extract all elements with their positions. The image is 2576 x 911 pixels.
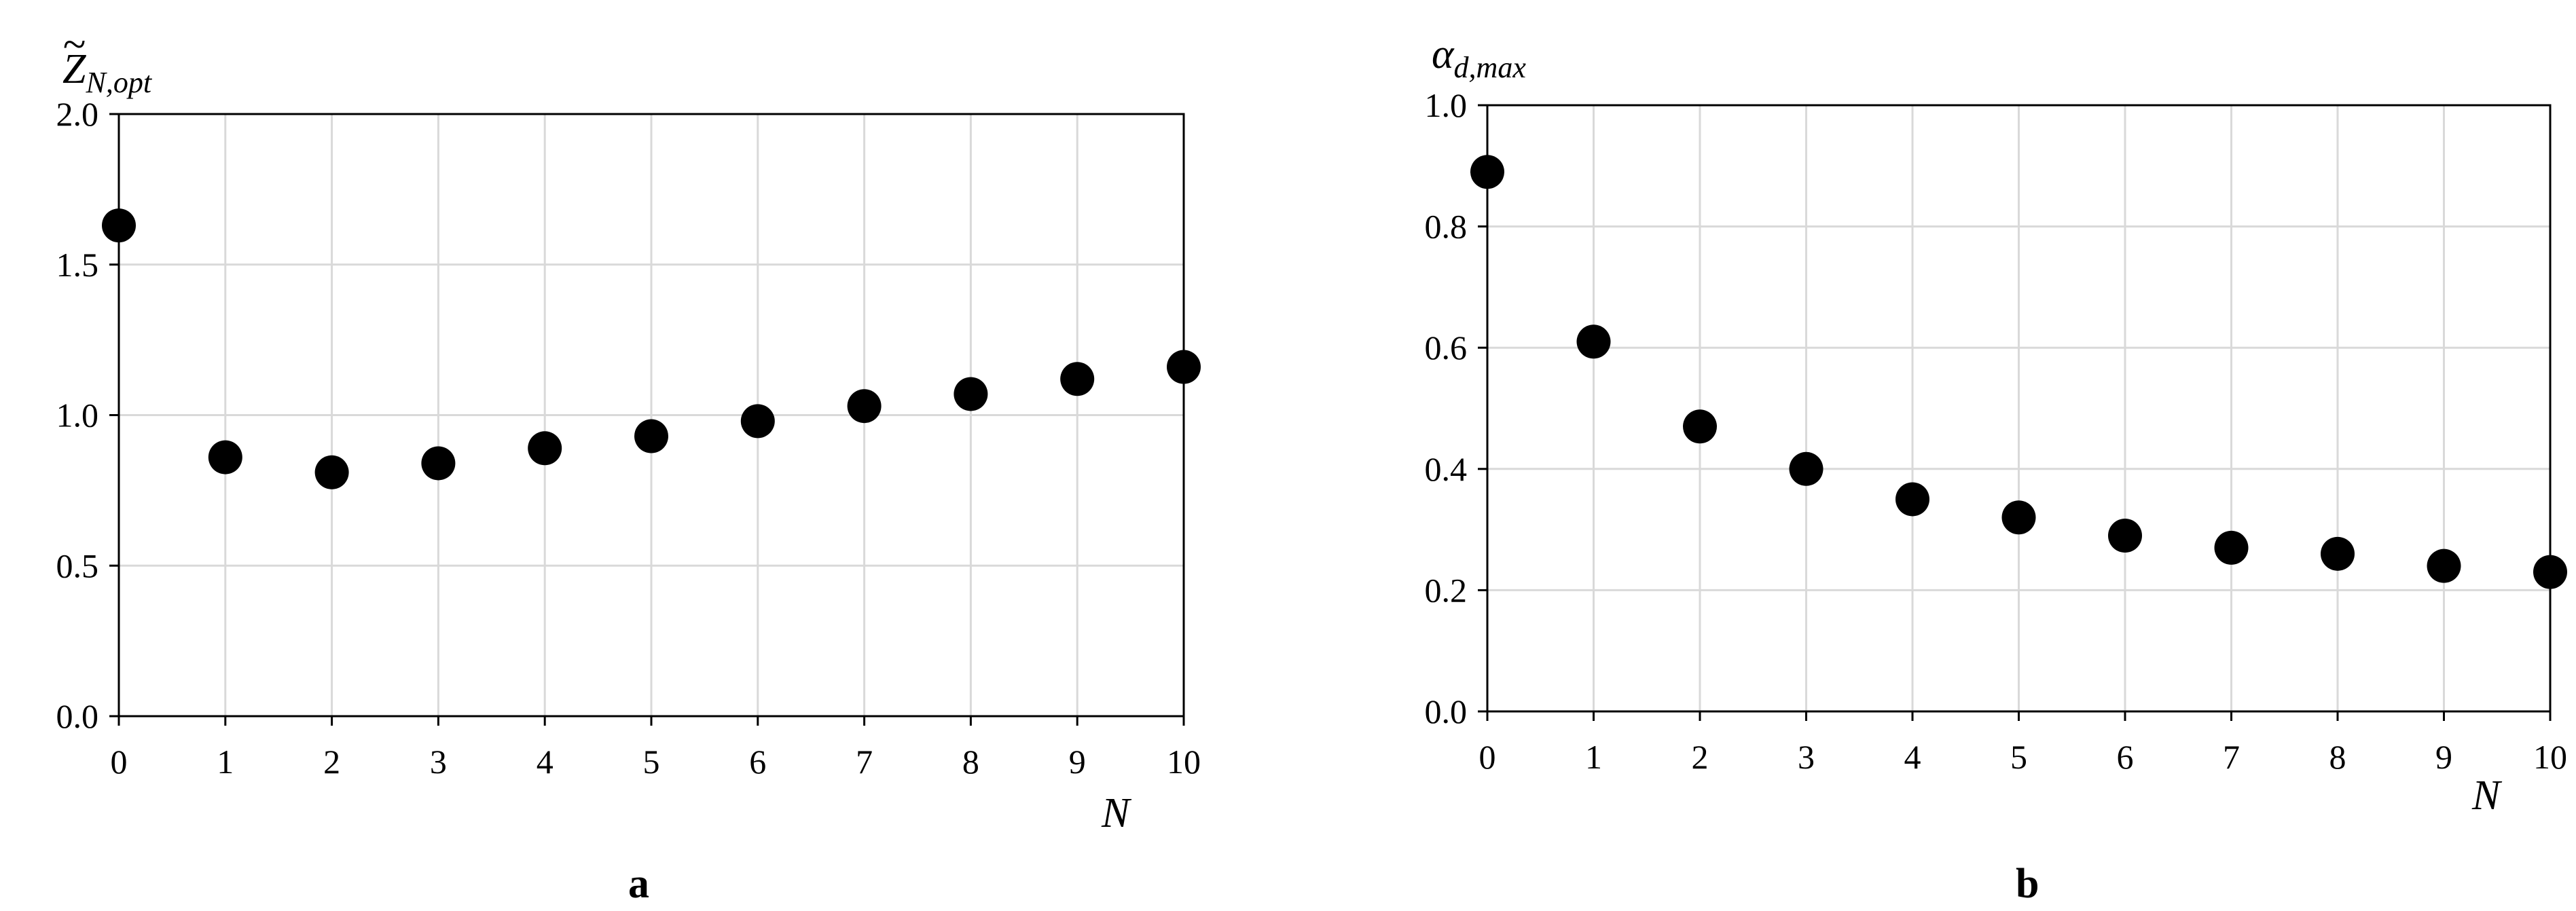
data-point-a-9: [1060, 362, 1095, 396]
data-point-b-7: [2214, 530, 2249, 565]
grid-a: [119, 114, 1184, 716]
x-tick-label-b-9: 9: [2435, 738, 2452, 776]
x-tick-label-b-0: 0: [1479, 738, 1496, 776]
y-axis-title-b-subscript: d,max: [1454, 51, 1527, 84]
y-tick-label-b-1: 0.2: [1425, 571, 1468, 609]
x-tick-label-a-9: 9: [1069, 743, 1086, 781]
data-point-b-9: [2427, 549, 2461, 583]
y-tick-label-b-2: 0.4: [1425, 450, 1468, 488]
y-tick-label-a-2: 1.0: [56, 396, 99, 434]
y-tick-label-b-4: 0.8: [1425, 208, 1468, 246]
y-axis-title-a-base: Z: [62, 46, 86, 92]
data-point-b-6: [2108, 519, 2142, 553]
data-point-a-0: [102, 208, 136, 243]
data-point-b-4: [1895, 482, 1929, 517]
data-point-b-1: [1576, 324, 1611, 359]
points-a: [102, 208, 1201, 489]
data-point-b-3: [1789, 451, 1824, 486]
x-tick-label-b-3: 3: [1798, 738, 1815, 776]
x-tick-label-b-1: 1: [1585, 738, 1602, 776]
y-axis-title-a-subscript: N,opt: [85, 66, 152, 99]
data-point-b-2: [1683, 409, 1717, 444]
y-tick-label-a-0: 0.0: [56, 697, 99, 735]
x-tick-label-b-4: 4: [1904, 738, 1921, 776]
y-tick-label-b-5: 1.0: [1425, 86, 1468, 124]
data-point-b-10: [2533, 555, 2567, 589]
x-tick-label-b-5: 5: [2010, 738, 2027, 776]
y-tick-label-a-4: 2.0: [56, 95, 99, 133]
points-b: [1470, 155, 2567, 589]
grid-b: [1487, 105, 2550, 711]
data-point-b-5: [2001, 500, 2036, 535]
y-tick-label-a-3: 1.5: [56, 246, 99, 284]
x-tick-label-a-2: 2: [323, 743, 340, 781]
data-point-a-3: [421, 446, 456, 481]
x-tick-label-a-10: 10: [1167, 743, 1201, 781]
x-tick-label-a-0: 0: [111, 743, 128, 781]
x-axis-title-b: N: [2471, 773, 2503, 819]
data-point-a-8: [954, 377, 988, 411]
data-point-a-7: [847, 389, 882, 424]
panel-label-b: b: [2016, 861, 2039, 907]
x-tick-label-a-8: 8: [962, 743, 979, 781]
y-axis-title-a-accent: ~: [62, 22, 86, 68]
data-point-a-6: [740, 404, 775, 439]
data-point-a-4: [528, 431, 562, 466]
x-tick-label-b-7: 7: [2223, 738, 2240, 776]
data-point-a-5: [634, 419, 668, 453]
x-tick-label-a-3: 3: [430, 743, 447, 781]
chart-panel-b: 0.0 0.2 0.4 0.6 0.8 1.0 0 1 2 3 4 5 6 7 8 9 10 αd,max N…: [1425, 31, 2567, 907]
x-axis-title-a: N: [1101, 790, 1132, 836]
data-point-a-1: [208, 440, 242, 475]
x-tick-label-b-2: 2: [1692, 738, 1709, 776]
panel-label-a: a: [628, 861, 649, 907]
x-tick-label-a-6: 6: [749, 743, 766, 781]
data-point-a-2: [314, 455, 349, 489]
y-tick-label-a-1: 0.5: [56, 546, 99, 584]
x-tick-label-a-1: 1: [217, 743, 234, 781]
x-ticks-a: 0 1 2 3 4 5 6 7 8 9 10: [111, 716, 1201, 781]
x-tick-label-b-10: 10: [2533, 738, 2567, 776]
data-point-b-8: [2321, 536, 2355, 571]
x-tick-label-b-8: 8: [2329, 738, 2346, 776]
x-tick-label-a-4: 4: [537, 743, 554, 781]
x-tick-label-b-6: 6: [2117, 738, 2134, 776]
chart-panel-a: 0.00.51.01.52.0 0 1 2 3 4 5 6 7 8 9 10 ZN,opt ~ N …: [56, 22, 1201, 907]
y-axis-title-b: αd,max: [1432, 31, 1526, 84]
data-point-a-10: [1167, 350, 1201, 384]
y-ticks-b: 0.0 0.2 0.4 0.6 0.8 1.0: [1425, 86, 1487, 730]
y-tick-label-b-3: 0.6: [1425, 329, 1468, 367]
y-axis-title-a: ZN,opt: [62, 46, 153, 99]
y-axis-title-b-base: α: [1432, 31, 1455, 77]
x-ticks-b: 0 1 2 3 4 5 6 7 8 9 10: [1479, 711, 2567, 776]
y-tick-label-b-0: 0.0: [1425, 692, 1468, 730]
x-tick-label-a-5: 5: [643, 743, 660, 781]
data-point-b-0: [1470, 155, 1504, 189]
y-ticks-a: 0.0 0.5 1.0 1.5 2.0: [56, 95, 119, 735]
x-tick-label-a-7: 7: [856, 743, 873, 781]
